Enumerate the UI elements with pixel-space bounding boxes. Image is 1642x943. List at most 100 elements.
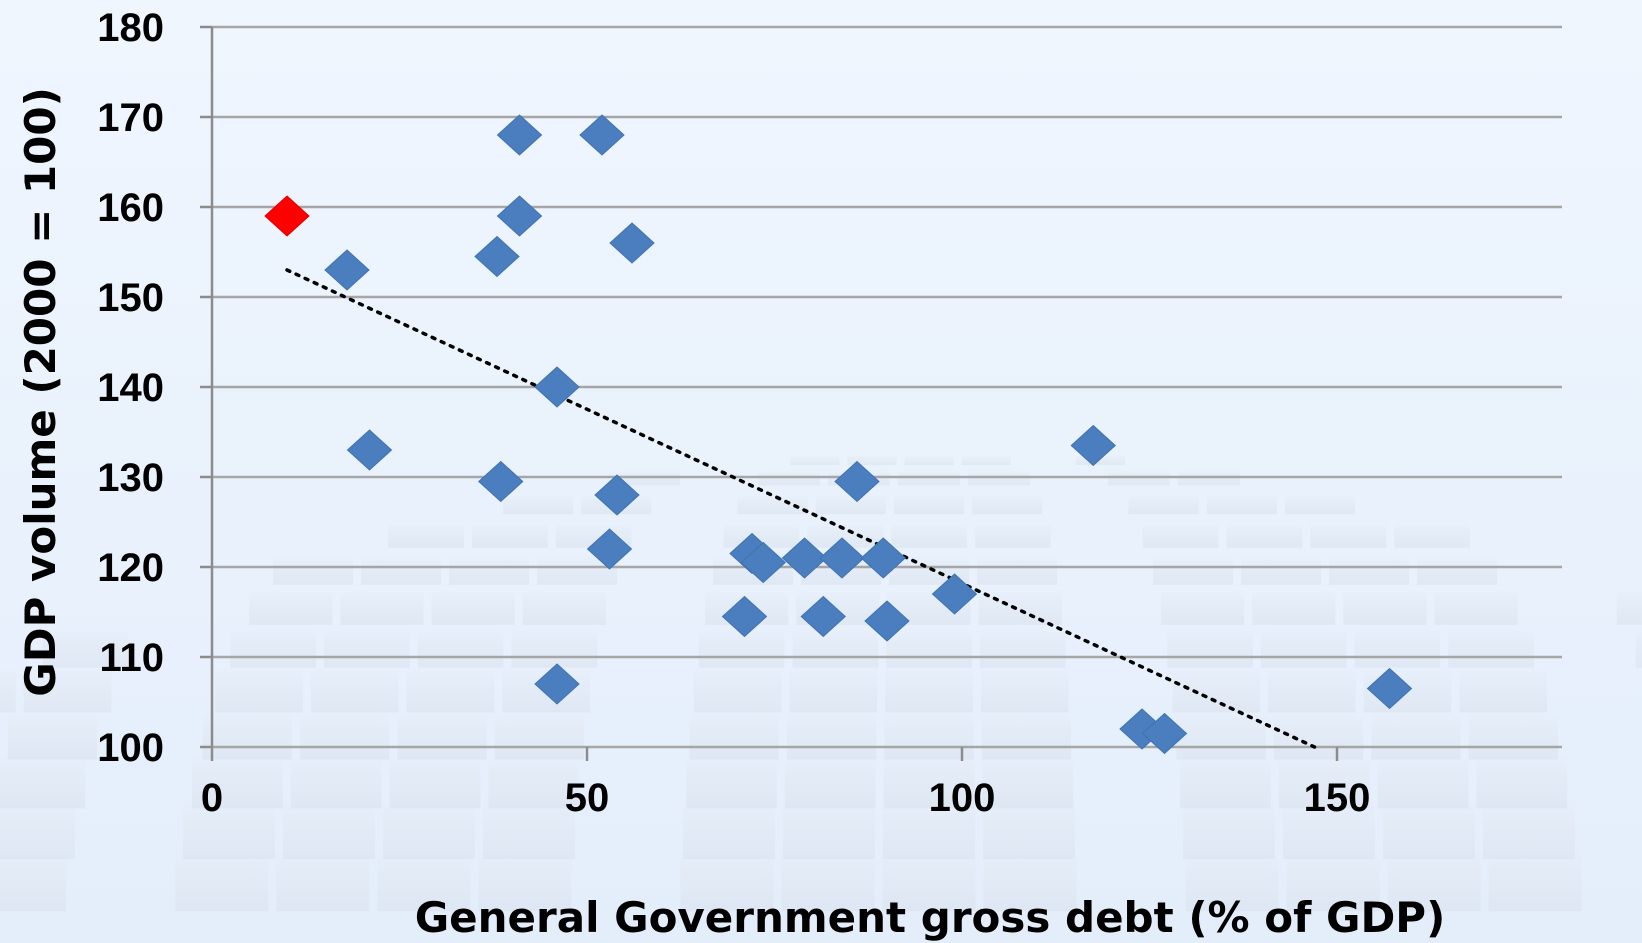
data-point [496, 114, 543, 156]
background-tile [511, 627, 598, 668]
background-tile [1434, 589, 1518, 625]
trendline [285, 268, 1317, 749]
background-tile [884, 709, 974, 760]
background-tile [1206, 494, 1277, 515]
background-tile [388, 522, 464, 548]
background-tile [1226, 522, 1303, 548]
background-tile [202, 709, 292, 760]
background-tile [1310, 522, 1387, 548]
background-tile [377, 846, 471, 912]
background-tile [1329, 554, 1409, 585]
background-tile [1268, 667, 1356, 713]
y-tick-label: 100 [97, 726, 164, 770]
background-tile [0, 846, 67, 912]
x-tick-label: 50 [565, 776, 610, 820]
data-point [781, 537, 828, 579]
data-point [740, 541, 786, 584]
background-tile [815, 494, 886, 515]
background-tile [1241, 554, 1321, 585]
background-tile [792, 627, 879, 668]
data-point [496, 195, 543, 237]
data-point [478, 460, 524, 503]
background-tile [471, 522, 548, 548]
background-tile [276, 846, 370, 912]
background-tile [790, 455, 840, 465]
background-tile [1185, 846, 1279, 912]
background-tile [983, 846, 1077, 912]
background-tile [1459, 667, 1548, 713]
background-tile [789, 667, 878, 713]
data-point [534, 366, 580, 408]
background-tile [972, 494, 1043, 515]
background-tile [417, 627, 504, 668]
axes [200, 25, 1339, 761]
background-tile [310, 667, 399, 713]
background-tile [1387, 846, 1481, 912]
background-tile [979, 627, 1066, 668]
y-axis-title: GDP volume (2000 = 100) [16, 87, 65, 697]
background-tile [494, 709, 585, 760]
background-tile [974, 522, 1051, 548]
background-tile [449, 554, 529, 585]
background-tile [680, 846, 774, 912]
y-tick-label: 150 [97, 276, 164, 320]
background-tile-pattern [0, 455, 1642, 912]
background-tile [1394, 522, 1470, 548]
trendline-layer [285, 268, 1317, 749]
background-tile [847, 455, 897, 465]
background-tile [1284, 494, 1355, 515]
background-tile [299, 709, 390, 760]
background-tile [781, 846, 875, 912]
tick-labels: 0 50 100 150 100 110 120 130 140 150 160 170 180 [97, 6, 1370, 820]
data-point [324, 249, 370, 291]
data-point [586, 528, 633, 570]
background-tile [981, 709, 1072, 760]
background-tile [1354, 627, 1441, 668]
background-tile [1635, 627, 1642, 668]
background-tile [7, 709, 98, 760]
data-point [474, 235, 520, 278]
background-tile [882, 846, 976, 912]
x-tick-label: 100 [929, 776, 996, 820]
background-tile [1448, 627, 1534, 668]
background-tile [885, 667, 973, 713]
data-point [594, 474, 640, 516]
data-point [819, 537, 865, 579]
background-tile [503, 494, 574, 515]
background-tile [1616, 589, 1642, 625]
background-tile [891, 522, 967, 548]
background-tile [977, 554, 1057, 585]
background-tile [230, 627, 317, 668]
background-tile [215, 667, 303, 713]
background-tile [961, 455, 1011, 465]
x-tick-label: 0 [201, 776, 223, 820]
background-tile [0, 667, 16, 713]
x-tick-label: 150 [1304, 776, 1371, 820]
background-tile [1153, 554, 1233, 585]
background-tile [1128, 494, 1199, 515]
background-tile [406, 667, 495, 713]
y-tick-label: 160 [97, 186, 164, 230]
background-tile [43, 627, 129, 668]
data-point [346, 429, 393, 471]
data-point [609, 222, 655, 264]
background-tile [324, 627, 410, 668]
data-point [1070, 424, 1116, 467]
background-tile [904, 455, 954, 465]
background-tile [1142, 522, 1219, 548]
background-tile [478, 846, 572, 912]
data-point [1366, 667, 1413, 710]
background-tile [1167, 627, 1253, 668]
data-points [264, 114, 1413, 755]
background-tile [1286, 846, 1380, 912]
background-tile [361, 554, 441, 585]
data-point [534, 663, 580, 705]
y-tick-label: 180 [97, 6, 164, 50]
background-tile [1468, 709, 1559, 760]
background-tile [893, 494, 965, 515]
data-point [864, 600, 910, 642]
background-tile [1417, 554, 1497, 585]
background-tile [980, 667, 1069, 713]
